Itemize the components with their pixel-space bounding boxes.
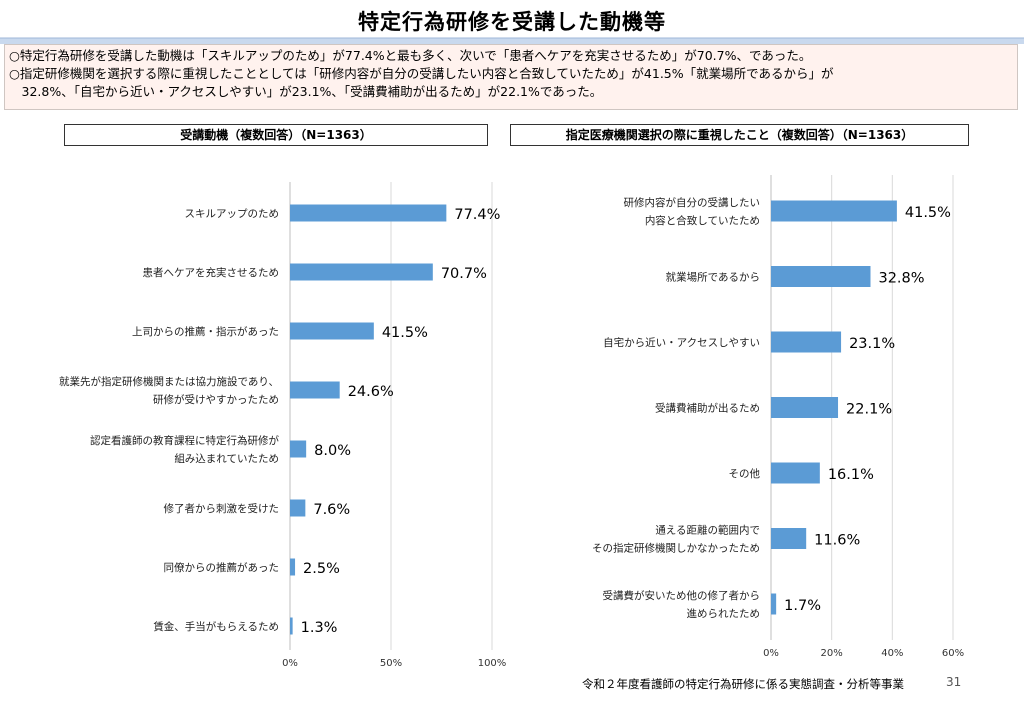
right-chart-category-label: 研修内容が自分の受講したい	[624, 196, 761, 209]
right-chart-category-label: 内容と合致していたため	[645, 214, 760, 227]
left-chart-value-label: 8.0%	[314, 443, 351, 459]
right-chart-category-label: 通える距離の範囲内で	[655, 524, 760, 537]
left-chart-tick-label: 100%	[478, 658, 507, 669]
right-chart-value-label: 11.6%	[814, 533, 860, 549]
source-footnote: 令和２年度看護師の特定行為研修に係る実態調査・分析等事業	[582, 677, 904, 691]
right-chart-tick-label: 60%	[942, 648, 964, 659]
left-chart-bar	[290, 322, 374, 340]
right-chart-tick-label: 40%	[881, 648, 903, 659]
right-chart-value-label: 16.1%	[828, 467, 874, 483]
left-chart-value-label: 70.7%	[441, 266, 487, 282]
right-chart-value-label: 1.7%	[784, 598, 821, 614]
left-chart-category-label: 就業先が指定研修機関または協力施設であり、	[59, 375, 279, 388]
left-chart-value-label: 77.4%	[454, 207, 500, 223]
left-chart-value-label: 2.5%	[303, 561, 340, 577]
left-chart-value-label: 1.3%	[301, 620, 338, 636]
left-chart-bar	[290, 204, 447, 222]
right-chart-bar	[771, 266, 871, 287]
right-chart-category-label: 受講費補助が出るため	[655, 402, 760, 415]
summary-line-1: ○特定行為研修を受講した動機は「スキルアップのため」が77.4%と最も多く、次い…	[9, 48, 812, 63]
left-chart-category-label: スキルアップのため	[185, 208, 280, 220]
right-chart-category-label: 自宅から近い・アクセスしやすい	[603, 336, 760, 349]
left-chart-category-label: 上司からの推薦・指示があった	[132, 325, 279, 338]
right-chart-category-label: その指定研修機関しかなかったため	[592, 542, 760, 555]
right-chart-bar	[771, 331, 842, 353]
left-chart-category-label: 研修が受けやすかったため	[153, 393, 279, 406]
left-chart-bar	[290, 499, 306, 517]
title-bar: 特定行為研修を受講した動機等	[0, 0, 1024, 44]
right-chart-value-label: 22.1%	[846, 402, 892, 418]
left-chart-category-label: 組み込まれていたため	[174, 452, 279, 465]
title-bar-background	[0, 0, 1024, 44]
left-chart-title: 受講動機（複数回答）（N=1363）	[64, 124, 488, 146]
right-chart-value-label: 41.5%	[905, 205, 951, 221]
summary-box: ○特定行為研修を受講した動機は「スキルアップのため」が77.4%と最も多く、次い…	[4, 44, 1018, 110]
right-chart-bar	[771, 200, 897, 222]
right-chart-category-label: 進められたため	[687, 608, 761, 620]
page-number: 31	[946, 675, 962, 689]
right-chart-value-label: 23.1%	[849, 336, 895, 352]
left-chart-category-label: 同僚からの推薦があった	[164, 561, 280, 574]
left-chart-value-label: 41.5%	[382, 325, 428, 341]
right-chart-bar	[771, 593, 777, 615]
right-chart-title: 指定医療機関選択の際に重視したこと（複数回答）（N=1363）	[510, 124, 969, 146]
left-chart-category-label: 賃金、手当がもらえるため	[153, 620, 279, 633]
right-chart-value-label: 32.8%	[878, 271, 924, 287]
left-chart-category-label: 患者へケアを充実させるため	[143, 266, 280, 279]
left-chart-value-label: 24.6%	[348, 384, 394, 400]
left-chart-bar	[290, 617, 293, 635]
right-chart-category-label: 受講費が安いため他の修了者から	[603, 589, 761, 602]
right-chart-category-label: その他	[729, 467, 761, 480]
left-chart-bar	[290, 440, 307, 458]
left-chart-bar	[290, 558, 296, 576]
right-chart-tick-label: 20%	[821, 648, 843, 659]
summary-line-3: 32.8%、「自宅から近い・アクセスしやすい」が23.1%、「受講費補助が出るた…	[9, 84, 603, 99]
right-chart-category-label: 就業場所であるから	[666, 271, 760, 284]
left-chart-tick-label: 0%	[282, 658, 298, 669]
left-chart-category-label: 修了者から刺激を受けた	[164, 502, 280, 515]
right-chart-bar	[771, 397, 839, 418]
left-chart-value-label: 7.6%	[313, 502, 350, 518]
left-chart-category-label: 認定看護師の教育課程に特定行為研修が	[90, 434, 279, 447]
page-title: 特定行為研修を受講した動機等	[358, 10, 666, 34]
right-chart-bar	[771, 528, 807, 549]
summary-line-2: ○指定研修機関を選択する際に重視したこととしては「研修内容が自分の受講したい内容…	[9, 66, 834, 81]
right-chart-tick-label: 0%	[763, 648, 779, 659]
left-chart-bar	[290, 263, 433, 281]
left-chart-bar	[290, 381, 340, 399]
left-chart-tick-label: 50%	[380, 658, 402, 669]
right-chart-bar	[771, 462, 820, 484]
